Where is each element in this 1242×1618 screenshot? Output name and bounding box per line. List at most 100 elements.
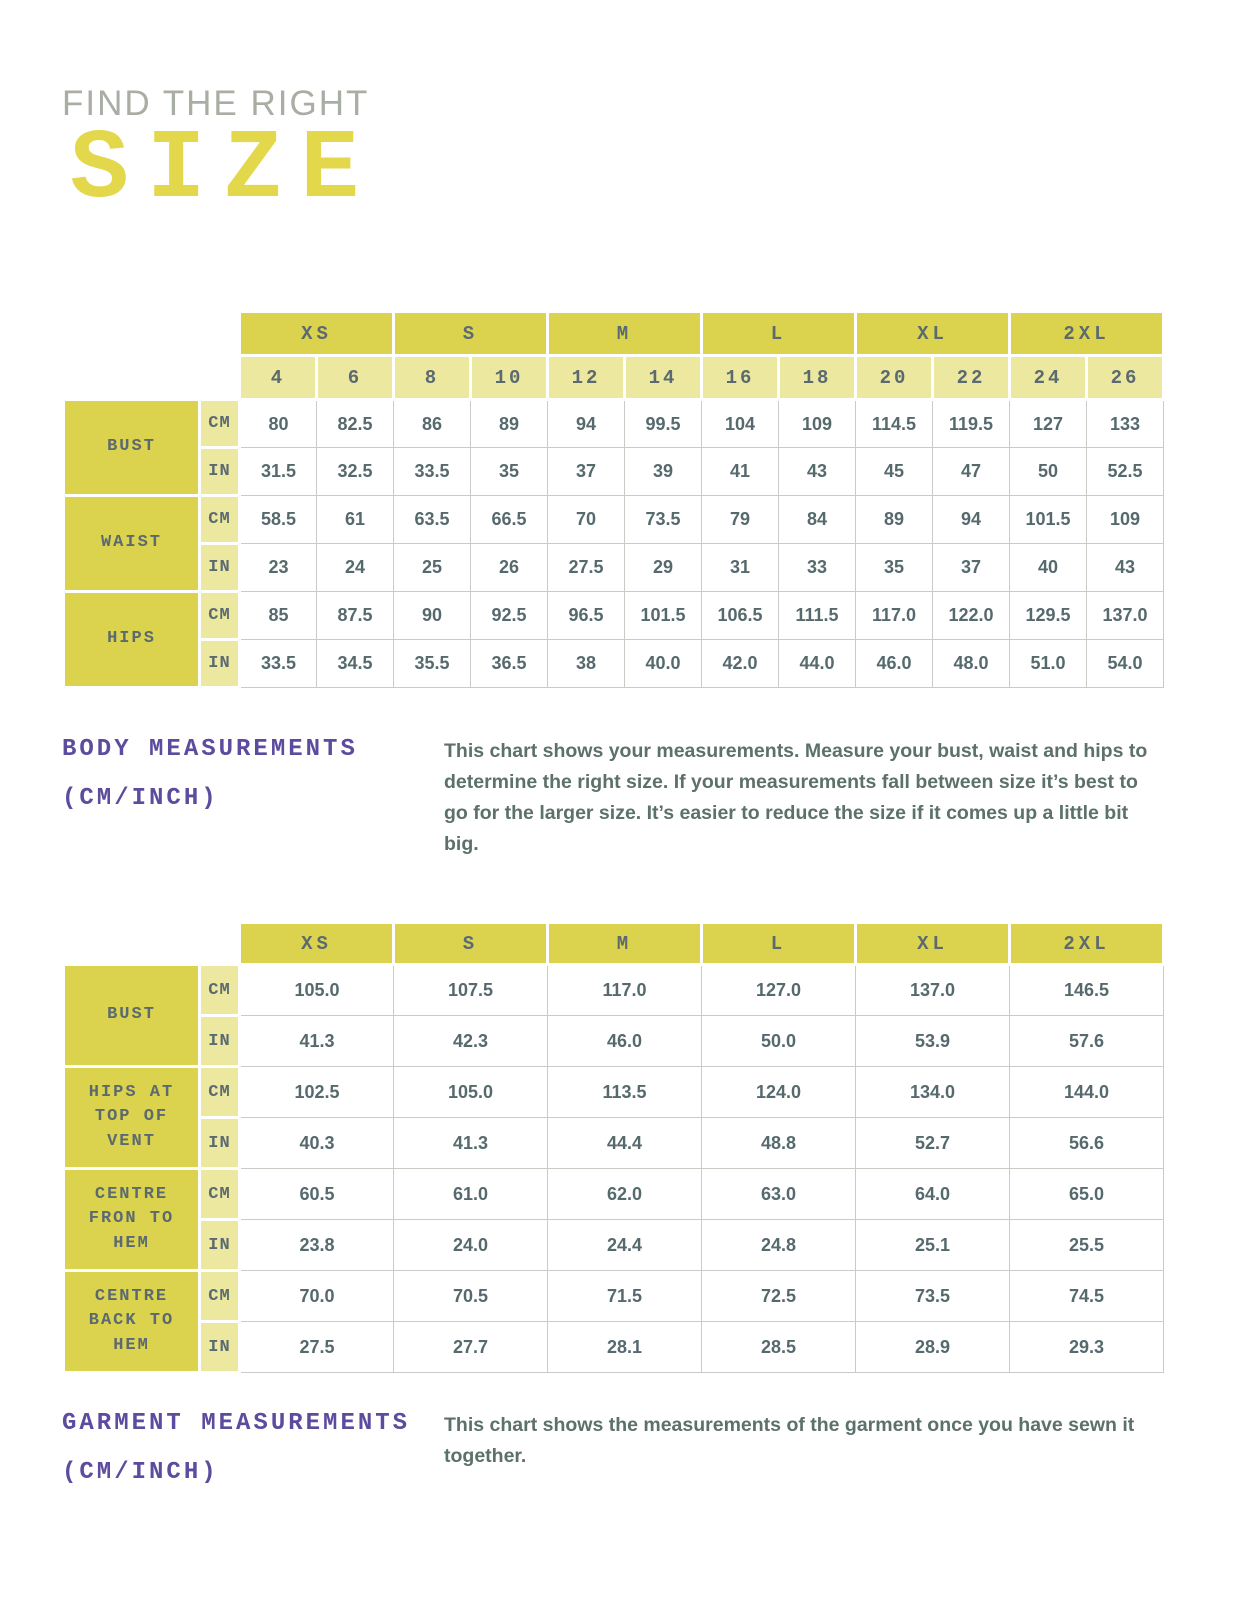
unit-label-in: IN	[198, 638, 241, 689]
measurement-cell: 119.5	[932, 399, 1010, 448]
measurement-cell: 73.5	[855, 1270, 1010, 1322]
unit-label-in: IN	[198, 1116, 241, 1170]
size-group-header: XL	[854, 310, 1011, 357]
row-label: BUST	[62, 398, 201, 497]
size-group-header: 2XL	[1008, 310, 1165, 357]
measurement-cell: 39	[624, 447, 702, 496]
measurement-cell: 105.0	[393, 1066, 548, 1118]
measurement-cell: 101.5	[624, 591, 702, 640]
measurement-cell: 61	[316, 495, 394, 544]
measurement-cell: 109	[778, 399, 856, 448]
heading-line: BODY MEASUREMENTS	[62, 736, 358, 763]
measurement-cell: 25.5	[1009, 1219, 1164, 1271]
measurement-cell: 86	[393, 399, 471, 448]
unit-label-cm: CM	[198, 1167, 241, 1221]
measurement-cell: 41.3	[239, 1015, 394, 1067]
numeric-size-header: 6	[315, 354, 395, 401]
size-group-header: S	[392, 921, 549, 966]
measurement-cell: 63.5	[393, 495, 471, 544]
measurement-cell: 56.6	[1009, 1117, 1164, 1169]
measurement-cell: 89	[855, 495, 933, 544]
measurement-cell: 109	[1086, 495, 1164, 544]
measurement-cell: 101.5	[1009, 495, 1087, 544]
unit-label-in: IN	[198, 542, 241, 593]
measurement-cell: 134.0	[855, 1066, 1010, 1118]
measurement-cell: 74.5	[1009, 1270, 1164, 1322]
unit-label-in: IN	[198, 446, 241, 497]
unit-label-cm: CM	[198, 1269, 241, 1323]
measurement-cell: 38	[547, 639, 625, 688]
measurement-cell: 35.5	[393, 639, 471, 688]
measurement-cell: 50.0	[701, 1015, 856, 1067]
measurement-cell: 144.0	[1009, 1066, 1164, 1118]
measurement-cell: 32.5	[316, 447, 394, 496]
measurement-cell: 52.5	[1086, 447, 1164, 496]
measurement-cell: 66.5	[470, 495, 548, 544]
measurement-cell: 62.0	[547, 1168, 702, 1220]
measurement-cell: 50	[1009, 447, 1087, 496]
measurement-cell: 46.0	[547, 1015, 702, 1067]
measurement-cell: 84	[778, 495, 856, 544]
table-corner-spacer	[62, 354, 241, 401]
measurement-cell: 58.5	[239, 495, 317, 544]
measurement-cell: 54.0	[1086, 639, 1164, 688]
size-group-header: XS	[238, 921, 395, 966]
measurement-cell: 57.6	[1009, 1015, 1164, 1067]
measurement-cell: 102.5	[239, 1066, 394, 1118]
measurement-cell: 28.5	[701, 1321, 856, 1373]
numeric-size-header: 8	[392, 354, 472, 401]
measurement-cell: 27.7	[393, 1321, 548, 1373]
table-corner-spacer	[62, 921, 241, 966]
measurement-cell: 27.5	[239, 1321, 394, 1373]
size-group-header: 2XL	[1008, 921, 1165, 966]
unit-label-cm: CM	[198, 494, 241, 545]
measurement-cell: 48.8	[701, 1117, 856, 1169]
numeric-size-header: 24	[1008, 354, 1088, 401]
measurement-cell: 111.5	[778, 591, 856, 640]
measurement-cell: 90	[393, 591, 471, 640]
numeric-size-header: 18	[777, 354, 857, 401]
row-label: CENTRE FRON TO HEM	[62, 1167, 201, 1272]
measurement-cell: 113.5	[547, 1066, 702, 1118]
measurement-cell: 41	[701, 447, 779, 496]
measurement-cell: 43	[778, 447, 856, 496]
measurement-cell: 127	[1009, 399, 1087, 448]
measurement-cell: 44.4	[547, 1117, 702, 1169]
measurement-cell: 33	[778, 543, 856, 592]
measurement-cell: 82.5	[316, 399, 394, 448]
numeric-size-header: 16	[700, 354, 780, 401]
measurement-cell: 33.5	[239, 639, 317, 688]
body-measurements-table: XS S M L XL 2XL 4 6 8 10 12 14 16 18 20 22 24 26 BUST CM 80 8…	[62, 310, 1165, 689]
measurement-cell: 34.5	[316, 639, 394, 688]
size-group-header: XS	[238, 310, 395, 357]
measurement-cell: 146.5	[1009, 964, 1164, 1016]
measurement-cell: 46.0	[855, 639, 933, 688]
garment-measurements-table: XS S M L XL 2XL BUST CM 105.0 107.5 117.0 127.0 137.…	[62, 921, 1165, 1374]
measurement-cell: 51.0	[1009, 639, 1087, 688]
numeric-size-header: 20	[854, 354, 934, 401]
measurement-cell: 23	[239, 543, 317, 592]
measurement-cell: 40.0	[624, 639, 702, 688]
measurement-cell: 44.0	[778, 639, 856, 688]
measurement-cell: 127.0	[701, 964, 856, 1016]
unit-label-in: IN	[198, 1218, 241, 1272]
size-group-header: L	[700, 921, 857, 966]
measurement-cell: 96.5	[547, 591, 625, 640]
measurement-cell: 124.0	[701, 1066, 856, 1118]
table-corner-spacer	[62, 310, 241, 357]
garment-measurements-heading: GARMENT MEASUREMENTS (CM/INCH)	[62, 1412, 410, 1510]
measurement-cell: 41.3	[393, 1117, 548, 1169]
measurement-cell: 64.0	[855, 1168, 1010, 1220]
measurement-cell: 29	[624, 543, 702, 592]
measurement-cell: 28.1	[547, 1321, 702, 1373]
numeric-size-header: 4	[238, 354, 318, 401]
measurement-cell: 72.5	[701, 1270, 856, 1322]
measurement-cell: 35	[855, 543, 933, 592]
measurement-cell: 25.1	[855, 1219, 1010, 1271]
body-measurements-heading: BODY MEASUREMENTS (CM/INCH)	[62, 738, 358, 836]
size-group-header: L	[700, 310, 857, 357]
measurement-cell: 53.9	[855, 1015, 1010, 1067]
size-group-header: XL	[854, 921, 1011, 966]
measurement-cell: 137.0	[855, 964, 1010, 1016]
